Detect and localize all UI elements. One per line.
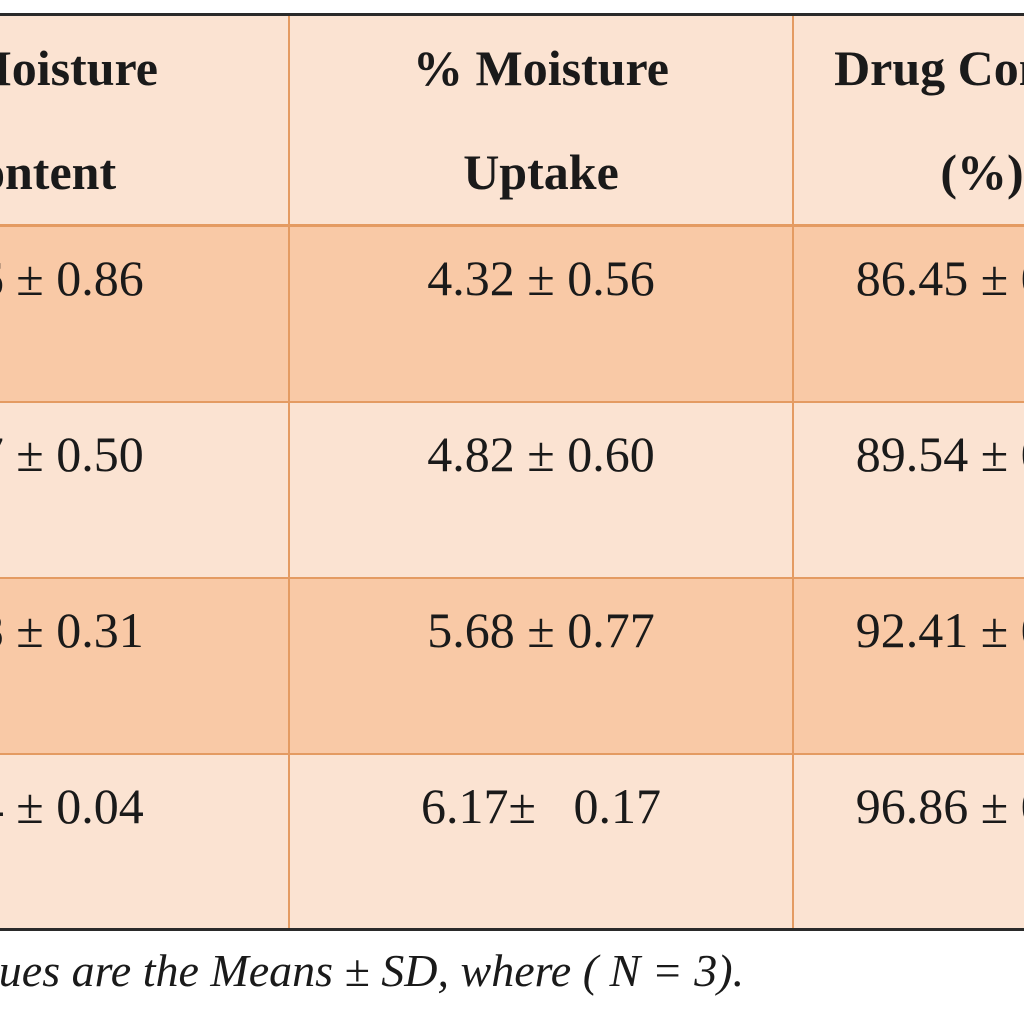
header-line: % Moisture (0, 40, 158, 96)
header-line: Drug Content (834, 40, 1024, 96)
table-cell: 5.68 ± 0.77 (288, 577, 794, 755)
table-row: 3.46 ± 0.86 4.32 ± 0.56 86.45 ± 0.53 (0, 225, 1024, 403)
table-cell: 6.17± 0.17 (288, 753, 794, 931)
table-row: 1.94 ± 0.04 6.17± 0.17 96.86 ± 0.12 (0, 753, 1024, 931)
header-moisture-content: % Moisture Content (0, 13, 290, 227)
table-footnote: Values are the Means ± SD, where ( N = 3… (0, 945, 745, 996)
results-table: % Moisture Content % Moisture Uptake Dru… (0, 13, 1024, 931)
table-cell: 3.46 ± 0.86 (0, 225, 290, 403)
table-row: 2.48 ± 0.31 5.68 ± 0.77 92.41 ± 0.36 (0, 577, 1024, 755)
table-cell: 2.97 ± 0.50 (0, 401, 290, 579)
table-cell: 86.45 ± 0.53 (792, 225, 1024, 403)
table-cell: 4.82 ± 0.60 (288, 401, 794, 579)
table-cell: 4.32 ± 0.56 (288, 225, 794, 403)
table-cell: 1.94 ± 0.04 (0, 753, 290, 931)
table-cell: 92.41 ± 0.36 (792, 577, 1024, 755)
header-moisture-uptake: % Moisture Uptake (288, 13, 794, 227)
table-cell: 96.86 ± 0.12 (792, 753, 1024, 931)
table-header-row: % Moisture Content % Moisture Uptake Dru… (0, 13, 1024, 227)
table-row: 2.97 ± 0.50 4.82 ± 0.60 89.54 ± 0.42 (0, 401, 1024, 579)
table-cell: 89.54 ± 0.42 (792, 401, 1024, 579)
header-line: Content (0, 144, 117, 200)
header-drug-content: Drug Content (%) (792, 13, 1024, 227)
table-cell: 2.48 ± 0.31 (0, 577, 290, 755)
table-container: % Moisture Content % Moisture Uptake Dru… (0, 13, 1024, 933)
header-line: % Moisture (413, 40, 669, 96)
header-line: Uptake (463, 144, 619, 200)
header-line: (%) (940, 144, 1024, 200)
